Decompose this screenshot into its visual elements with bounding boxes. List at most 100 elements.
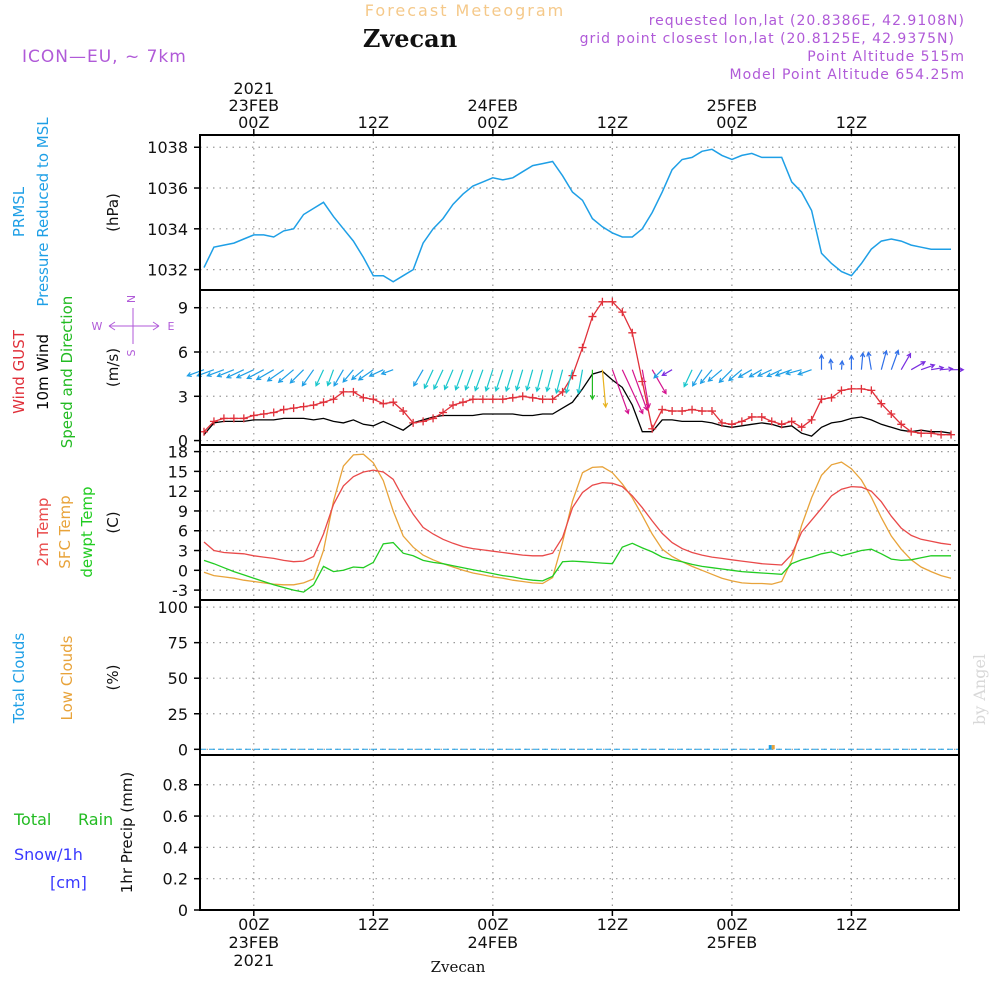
gust-marker [717,418,726,427]
gust-marker [309,401,318,410]
wind-direction-arrow [661,369,673,377]
gust-marker [757,412,766,421]
wind-direction-arrow [818,353,825,370]
wind-direction-arrow [454,369,464,391]
gust-marker [578,343,587,352]
panel-precip: 0 0.2 0.4 0.6 0.8 1hr Precip (mm) Total Rain Sno… [13,754,960,920]
gust-marker [787,417,796,426]
gust-marker [887,410,896,418]
wind-direction-arrow [707,369,723,382]
bottom-time-label: 12Z [358,915,389,934]
side-label: Speed and Direction [58,296,76,449]
panel-frame [199,754,960,911]
gust-marker [299,402,308,411]
panel-pressure: 1032 1034 1036 1038 (hPa) PRMSL Pressure Reduc… [10,117,960,307]
wind-direction-arrow [692,369,703,387]
panels: 1032 1034 1036 1038 (hPa) PRMSL Pressure Reduc… [10,117,965,920]
gust-marker [937,430,946,439]
compass-w: W [92,320,103,333]
y-tick-label: 1032 [147,261,188,280]
gust-marker [259,410,268,418]
model-altitude: Model Point Altitude 654.25m [730,67,965,83]
wind-direction-arrow [621,369,644,415]
wind-direction-arrow [474,369,484,392]
compass-s: S [125,349,138,356]
wind-direction-arrow [728,369,743,382]
gust-marker [927,429,936,438]
bottom-time-label: 00Z [238,915,269,934]
top-time-label: 00Z [716,113,747,132]
gust-marker [797,423,806,432]
wind-direction-arrow [342,369,354,383]
wind-direction-arrow [866,351,872,370]
wind-direction-arrow [535,369,544,393]
y-tick-label: 0.6 [163,807,188,826]
wind-direction-arrow [368,369,384,377]
gust-marker [737,417,746,426]
side-label: Total [13,810,51,829]
y-tick-label: 0 [178,432,188,451]
wind-direction-arrow [737,369,753,378]
y-tick-label: 9 [178,299,188,318]
gust-marker [877,399,886,408]
wind-direction-arrow [785,369,802,376]
top-time-label: 12Z [597,113,628,132]
side-label: 10m Wind [34,334,52,410]
top-time-label: 00Z [238,113,269,132]
y-tick-label: 3 [178,387,188,406]
gust-marker [429,414,438,423]
y-tick-label: 50 [168,669,188,688]
wind-direction-arrow [930,365,945,371]
low-clouds-bar [771,745,775,750]
gust-marker [229,414,238,423]
bottom-time-label: 24FEB [468,933,519,952]
gust-marker [907,427,916,436]
wind-direction-arrow [255,369,275,381]
y-tick-label: 1034 [147,220,188,239]
gust-marker [698,407,707,416]
gust-marker [837,386,846,395]
side-label: dewpt Temp [78,486,96,577]
wind-direction-arrow [880,349,888,370]
side-label: Pressure Reduced to MSL [34,117,52,307]
gust-marker [897,420,906,429]
wind-direction-arrow [951,367,965,373]
point-altitude: Point Altitude 515m [807,49,965,65]
y-tick-label: 0 [178,740,188,759]
wind-direction-arrow [413,369,424,387]
wind-direction-arrow [589,369,596,401]
wind-direction-arrow [443,369,454,391]
gust-marker [817,395,826,404]
gust-marker [518,392,527,401]
app-title: Forecast Meteogram [365,1,565,20]
bottom-time-label: 12Z [597,915,628,934]
gust-marker [867,386,876,395]
gust-marker [917,429,926,438]
side-label: SFC Temp [56,495,74,568]
gust-marker [329,395,338,404]
wind-direction-arrow [641,369,651,409]
y-tick-label: 1038 [147,138,188,157]
grid-point-coords: grid point closest lon,lat (20.8125E, 42… [580,31,955,47]
y-tick-label: -3 [172,581,188,600]
y-tick-label: 0 [178,561,188,580]
gust-marker [488,395,497,404]
top-time-label: 00Z [477,113,508,132]
wind-direction-arrow [653,369,663,379]
gust-marker [827,393,836,402]
gust-marker [598,297,607,306]
gust-marker [389,398,398,407]
gust-marker [658,405,667,414]
wind-direction-arrow [766,369,782,378]
gust-marker [239,414,248,423]
gust-marker [339,387,348,396]
side-label: Low Clouds [58,635,76,720]
wind-direction-arrow [326,369,335,387]
gust-marker [279,405,288,414]
wind-direction-arrow [186,369,205,377]
y-tick-label: 0.2 [163,870,188,889]
wind-direction-arrow [433,369,444,391]
wind-direction-arrow [494,369,504,392]
series-10m-wind [203,370,952,437]
